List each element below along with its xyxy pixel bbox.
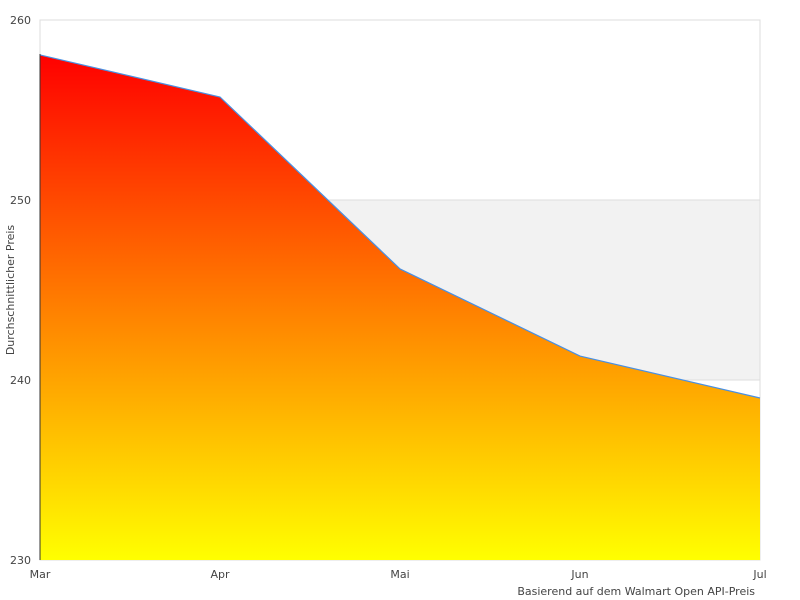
y-tick-label: 250 (10, 194, 31, 207)
x-axis-label: Basierend auf dem Walmart Open API-Preis (517, 585, 755, 598)
y-tick-label: 240 (10, 374, 31, 387)
y-tick-label: 230 (10, 554, 31, 567)
series-line (39, 54, 761, 399)
area-fill (40, 54, 760, 561)
x-tick-label: Mai (390, 568, 409, 581)
x-tick-label: Jul (752, 568, 766, 581)
x-tick-label: Apr (210, 568, 230, 581)
x-tick-label: Jun (570, 568, 588, 581)
y-axis-label: Durchschnittlicher Preis (4, 225, 17, 356)
x-tick-label: Mar (30, 568, 51, 581)
y-tick-label: 260 (10, 14, 31, 27)
